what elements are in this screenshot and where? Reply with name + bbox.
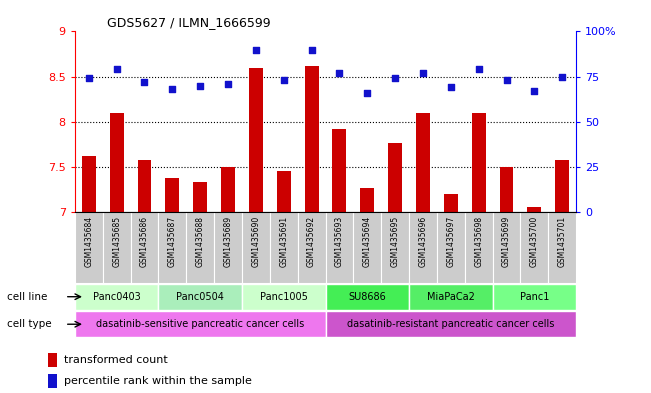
Point (390, 75, 400, 82)
Bar (277, 171, 291, 212)
Bar (360, 188, 374, 212)
Text: SU8686: SU8686 (348, 292, 386, 302)
Bar (48, 374, 57, 388)
Point (334, 70, 344, 76)
Bar (548, 212, 576, 283)
Bar (333, 129, 346, 212)
Point (167, 86, 178, 92)
Bar (472, 113, 486, 212)
Bar (165, 178, 179, 212)
Point (307, 46, 317, 53)
Text: GSM1435692: GSM1435692 (307, 216, 316, 267)
Text: Panc0403: Panc0403 (92, 292, 141, 302)
Bar (75, 212, 103, 283)
Text: GSM1435690: GSM1435690 (251, 216, 260, 267)
Text: Panc1005: Panc1005 (260, 292, 308, 302)
Point (501, 77, 512, 83)
Point (445, 84, 456, 91)
Text: GSM1435691: GSM1435691 (279, 216, 288, 267)
Bar (249, 68, 263, 212)
Point (279, 77, 289, 83)
Text: GSM1435688: GSM1435688 (196, 216, 204, 267)
Point (251, 46, 261, 53)
Bar (137, 160, 152, 212)
Bar (326, 283, 409, 310)
Bar (326, 311, 576, 338)
Bar (75, 283, 158, 310)
Text: GSM1435684: GSM1435684 (84, 216, 93, 267)
Text: GDS5627 / ILMN_1666599: GDS5627 / ILMN_1666599 (107, 17, 271, 29)
Point (111, 66, 122, 73)
Bar (214, 212, 242, 283)
Bar (388, 143, 402, 212)
Bar (326, 212, 353, 283)
Text: GSM1435689: GSM1435689 (223, 216, 232, 267)
Bar (270, 212, 298, 283)
Text: GSM1435697: GSM1435697 (447, 216, 455, 267)
Text: Panc0504: Panc0504 (176, 292, 224, 302)
Point (195, 83, 206, 89)
Text: GSM1435699: GSM1435699 (502, 216, 511, 267)
Bar (416, 113, 430, 212)
Bar (353, 212, 381, 283)
Text: transformed count: transformed count (64, 355, 167, 365)
Bar (409, 283, 493, 310)
Text: GSM1435693: GSM1435693 (335, 216, 344, 267)
Bar (75, 311, 326, 338)
Text: GSM1435700: GSM1435700 (530, 216, 539, 267)
Text: GSM1435698: GSM1435698 (474, 216, 483, 267)
Point (529, 88, 540, 94)
Point (473, 66, 484, 73)
Bar (82, 156, 96, 212)
Bar (48, 353, 57, 367)
Bar (437, 212, 465, 283)
Bar (555, 160, 569, 212)
Bar (186, 212, 214, 283)
Bar (444, 194, 458, 212)
Bar (381, 212, 409, 283)
Bar (499, 167, 514, 212)
Bar (493, 212, 520, 283)
Bar (298, 212, 326, 283)
Bar (193, 182, 207, 212)
Bar (305, 66, 318, 212)
Text: dasatinib-resistant pancreatic cancer cells: dasatinib-resistant pancreatic cancer ce… (347, 319, 555, 329)
Point (418, 70, 428, 76)
Text: cell line: cell line (7, 292, 47, 302)
Bar (158, 212, 186, 283)
Point (557, 73, 568, 80)
Point (362, 90, 372, 96)
Text: MiaPaCa2: MiaPaCa2 (427, 292, 475, 302)
Text: GSM1435701: GSM1435701 (558, 216, 567, 267)
Bar (103, 212, 131, 283)
Text: Panc1: Panc1 (519, 292, 549, 302)
Text: percentile rank within the sample: percentile rank within the sample (64, 376, 251, 386)
Bar (520, 212, 548, 283)
Text: dasatinib-sensitive pancreatic cancer cells: dasatinib-sensitive pancreatic cancer ce… (96, 319, 304, 329)
Bar (109, 113, 124, 212)
Text: cell type: cell type (7, 319, 51, 329)
Point (223, 81, 233, 87)
Bar (158, 283, 242, 310)
Bar (131, 212, 158, 283)
Bar (409, 212, 437, 283)
Bar (465, 212, 493, 283)
Text: GSM1435687: GSM1435687 (168, 216, 177, 267)
Bar (242, 283, 326, 310)
Point (83, 75, 94, 82)
Bar (242, 212, 270, 283)
Text: GSM1435696: GSM1435696 (419, 216, 428, 267)
Text: GSM1435686: GSM1435686 (140, 216, 149, 267)
Text: GSM1435695: GSM1435695 (391, 216, 400, 267)
Bar (221, 167, 235, 212)
Bar (493, 283, 576, 310)
Text: GSM1435685: GSM1435685 (112, 216, 121, 267)
Text: GSM1435694: GSM1435694 (363, 216, 372, 267)
Point (139, 79, 150, 85)
Bar (527, 207, 542, 212)
